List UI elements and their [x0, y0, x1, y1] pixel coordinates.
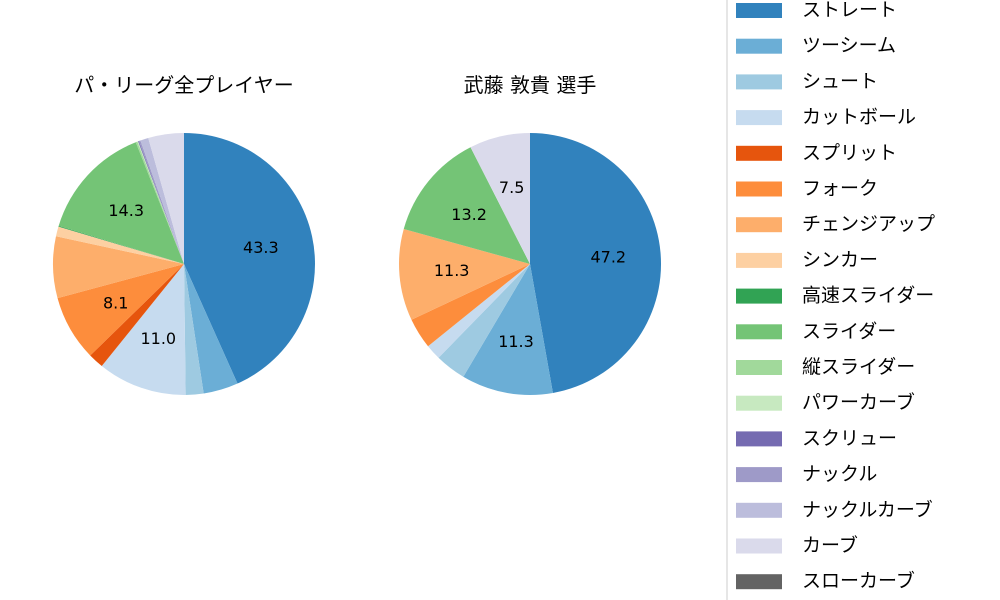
pie-data-label: 8.1 — [103, 293, 128, 312]
legend-swatch — [736, 217, 782, 233]
pie-slice — [55, 226, 185, 264]
pie-slice — [57, 264, 184, 356]
pie-league: 43.3 11.0 8.1 14.3 — [53, 133, 315, 396]
pie-slice — [398, 229, 530, 320]
pie-slice — [140, 137, 184, 264]
pie-data-label: 11.3 — [434, 261, 470, 280]
legend-label: ストレート — [802, 0, 897, 21]
legend-label: チェンジアップ — [802, 213, 935, 235]
legend-label: 縦スライダー — [802, 356, 915, 378]
legend-swatch — [736, 467, 782, 483]
pie-data-label: 13.2 — [451, 205, 487, 224]
legend-label: スプリット — [802, 142, 897, 164]
pie-slice — [428, 264, 530, 358]
legend-label: ナックルカーブ — [802, 498, 933, 521]
pie-data-label: 47.2 — [590, 248, 626, 267]
legend-label: パワーカーブ — [802, 391, 915, 414]
pie-data-label: 7.5 — [499, 178, 524, 197]
pie-slice — [184, 264, 238, 394]
pie-title-player: 武藤 敦貴 選手 — [464, 73, 597, 97]
legend-label: ナックル — [802, 463, 877, 485]
pie-slice — [463, 264, 553, 396]
pie-slice — [53, 236, 185, 299]
pie-slice — [138, 141, 184, 264]
legend-label: カーブ — [802, 534, 858, 557]
legend-swatch — [736, 181, 782, 197]
legend-swatch — [736, 288, 782, 304]
pie-slice — [58, 225, 184, 264]
legend-label: シンカー — [802, 249, 878, 271]
pie-slice — [101, 264, 186, 396]
legend-swatch — [736, 431, 782, 447]
legend-swatch — [736, 574, 782, 590]
legend-swatch — [736, 538, 782, 554]
pie-data-label: 11.3 — [498, 332, 534, 351]
legend-swatch — [736, 3, 782, 18]
pie-slice — [138, 140, 184, 264]
legend-label: 高速スライダー — [802, 285, 934, 307]
legend-swatch — [736, 38, 782, 54]
legend-label: カットボール — [802, 106, 916, 128]
pie-slice — [470, 133, 530, 264]
pie-slice — [184, 133, 315, 384]
legend-swatch — [736, 252, 782, 268]
pie-slice — [148, 133, 184, 264]
pie-slice — [411, 264, 530, 347]
pie-data-label: 14.3 — [108, 201, 144, 220]
legend-swatch — [736, 74, 782, 90]
pie-slice — [403, 147, 530, 264]
legend-label: スクリュー — [802, 427, 897, 449]
pie-slice — [58, 142, 184, 264]
legend-swatch — [736, 502, 782, 518]
legend-label: フォーク — [802, 178, 878, 200]
legend-swatch — [736, 324, 782, 340]
pie-slice — [184, 264, 204, 395]
legend-label: ツーシーム — [802, 35, 896, 57]
legend: ストレートツーシームシュートカットボールスプリットフォークチェンジアップシンカー… — [726, 0, 1000, 600]
legend-swatch — [736, 145, 782, 161]
pie-data-label: 11.0 — [140, 329, 176, 348]
legend-frame — [726, 0, 1000, 600]
legend-swatch — [736, 110, 782, 126]
pie-slice — [530, 133, 662, 393]
legend-swatch — [736, 395, 782, 411]
legend-swatch — [736, 360, 782, 375]
pie-slice — [137, 141, 184, 264]
legend-label: スライダー — [802, 320, 896, 342]
pie-data-label: 43.3 — [243, 238, 279, 257]
pie-slice — [90, 264, 184, 366]
pie-player: 47.2 11.3 11.3 13.2 7.5 — [398, 133, 662, 396]
pie-slice — [135, 141, 184, 264]
legend-label: スローカーブ — [802, 569, 915, 592]
legend-label: シュート — [802, 70, 878, 92]
pie-slice — [438, 264, 530, 377]
pie-title-league: パ・リーグ全プレイヤー — [74, 73, 293, 97]
